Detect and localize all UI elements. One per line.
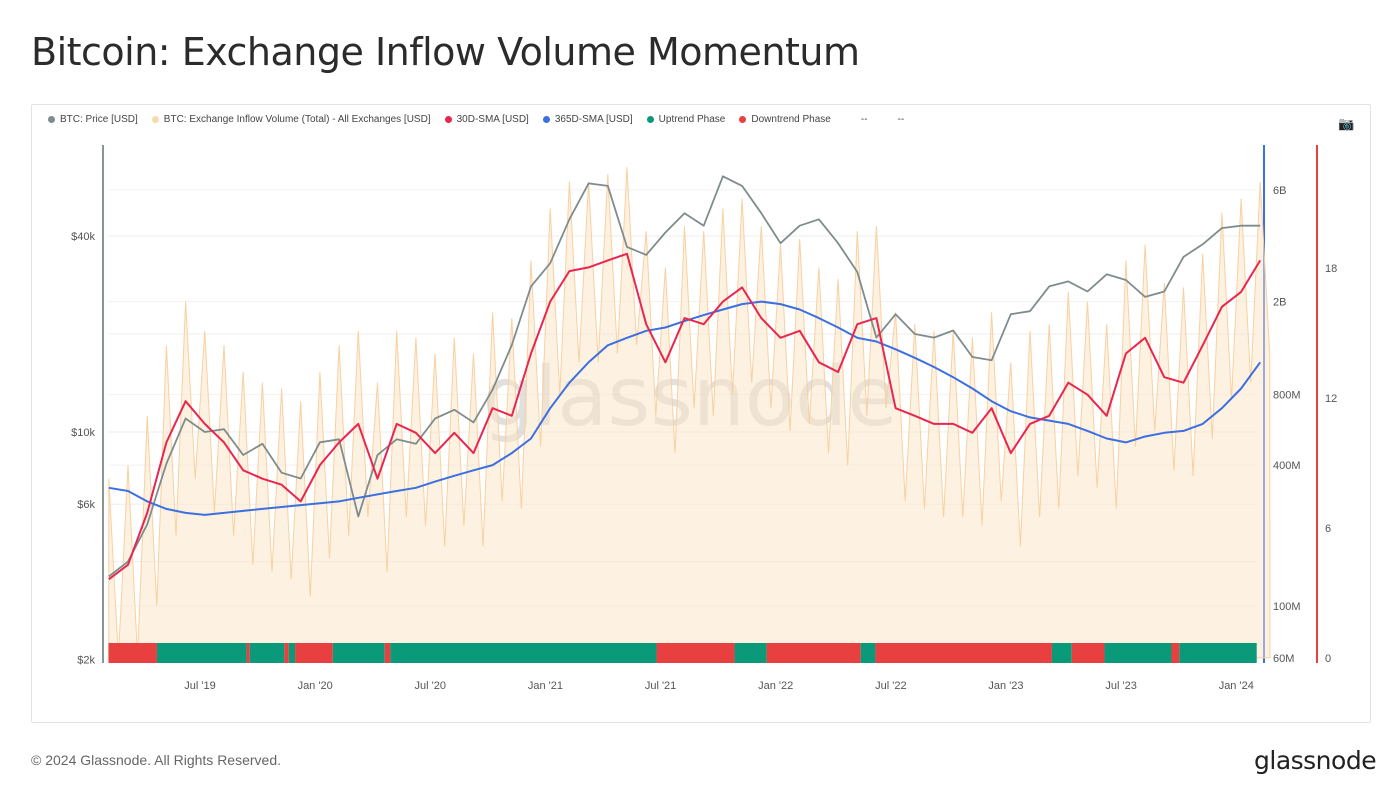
x-tick-label: Jul '21	[645, 680, 676, 692]
phase-segment-downtrend	[656, 643, 735, 663]
price-tick-label: $2k	[77, 655, 95, 667]
chart-card	[31, 104, 1371, 723]
volume-tick-label: 6B	[1273, 185, 1286, 197]
page-title: Bitcoin: Exchange Inflow Volume Momentum	[31, 30, 860, 74]
x-tick-label: Jan '23	[988, 680, 1023, 692]
phase-segment-uptrend	[860, 643, 876, 663]
phase-segment-downtrend	[284, 643, 289, 663]
legend-label: Uptrend Phase	[658, 114, 726, 125]
inflow-dot-icon	[151, 116, 159, 123]
phase-segment-downtrend	[766, 643, 861, 663]
legend-item-365d-sma[interactable]: 365D-SMA [USD]	[542, 114, 633, 125]
legend-item-empty[interactable]: --	[898, 114, 905, 125]
price-dot-icon	[48, 116, 55, 123]
legend-label: --	[860, 114, 868, 125]
sma30-series	[108, 252, 1262, 581]
volume-tick-label: 400M	[1273, 460, 1301, 472]
volume-tick-label: 60M	[1273, 653, 1294, 665]
phase-segment-uptrend	[734, 643, 767, 663]
price-tick-label: $6k	[77, 499, 95, 511]
phase-tick-label: 6	[1325, 523, 1331, 535]
x-tick-label: Jan '24	[1219, 680, 1254, 692]
x-tick-label: Jan '22	[758, 680, 793, 692]
copyright: © 2024 Glassnode. All Rights Reserved.	[31, 752, 282, 768]
phase-segment-uptrend	[332, 643, 385, 663]
x-tick-label: Jul '20	[415, 680, 446, 692]
inflow-volume-series	[108, 167, 1271, 659]
legend-label: BTC: Exchange Inflow Volume (Total) - Al…	[163, 114, 431, 125]
phase-segment-downtrend	[1071, 643, 1105, 663]
glassnode-logo: glassnode	[1254, 746, 1377, 775]
downtrend-dot-icon	[739, 116, 747, 123]
phase-segment-uptrend	[156, 643, 247, 663]
phase-segment-downtrend	[1171, 643, 1180, 663]
legend-item-30d-sma[interactable]: 30D-SMA [USD]	[444, 114, 529, 125]
phase-tick-label: 12	[1325, 393, 1337, 405]
price-tick-label: $10k	[71, 427, 95, 439]
legend-item-downtrend[interactable]: Downtrend Phase	[739, 114, 831, 125]
phase-segment-downtrend	[875, 643, 1052, 663]
sma365-series	[108, 300, 1262, 516]
x-tick-label: Jul '22	[875, 680, 906, 692]
phase-segment-downtrend	[108, 643, 157, 663]
phase-segment-uptrend	[1051, 643, 1072, 663]
volume-tick-label: 100M	[1273, 601, 1301, 613]
legend-item-empty[interactable]: --	[861, 114, 868, 125]
uptrend-dot-icon	[646, 116, 654, 123]
legend-label: BTC: Price [USD]	[60, 114, 138, 125]
phase-segment-downtrend	[384, 643, 391, 663]
phase-tick-label: 18	[1325, 263, 1337, 275]
legend-label: --	[897, 114, 905, 125]
legend-label: 365D-SMA [USD]	[554, 114, 633, 125]
phase-segment-downtrend	[295, 643, 333, 663]
camera-icon[interactable]: 📷	[1338, 116, 1355, 131]
phase-segment-uptrend	[390, 643, 657, 663]
legend-item-uptrend[interactable]: Uptrend Phase	[646, 114, 726, 125]
volume-tick-label: 2B	[1273, 297, 1286, 309]
price-series	[108, 175, 1261, 578]
legend-item-price[interactable]: BTC: Price [USD]	[48, 114, 138, 125]
x-tick-label: Jan '20	[298, 680, 333, 692]
sma30-dot-icon	[444, 116, 452, 123]
phase-segment-uptrend	[1104, 643, 1172, 663]
x-tick-label: Jul '19	[184, 680, 215, 692]
phase-segment-uptrend	[288, 643, 296, 663]
phase-tick-label: 0	[1325, 653, 1331, 665]
legend-label: 30D-SMA [USD]	[456, 114, 529, 125]
x-tick-label: Jul '23	[1105, 680, 1136, 692]
volume-tick-label: 800M	[1273, 390, 1301, 402]
legend-label: Downtrend Phase	[751, 114, 831, 125]
phase-segment-downtrend	[246, 643, 250, 663]
legend: BTC: Price [USD] BTC: Exchange Inflow Vo…	[48, 114, 904, 125]
phase-segment-uptrend	[249, 643, 285, 663]
sma365-dot-icon	[542, 116, 550, 123]
phase-segment-uptrend	[1179, 643, 1257, 663]
price-tick-label: $40k	[71, 231, 95, 243]
x-tick-label: Jan '21	[528, 680, 563, 692]
legend-item-inflow[interactable]: BTC: Exchange Inflow Volume (Total) - Al…	[151, 114, 431, 125]
